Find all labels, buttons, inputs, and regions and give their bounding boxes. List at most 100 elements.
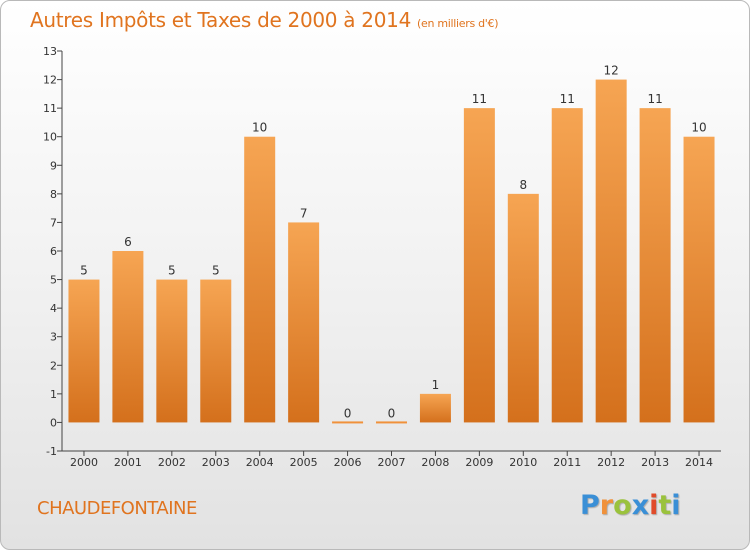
x-tick-label: 2012 <box>597 456 625 469</box>
x-tick-label: 2011 <box>553 456 581 469</box>
bar-2006 <box>332 421 364 424</box>
value-label-2014: 10 <box>691 121 706 135</box>
bar-2011 <box>551 108 583 423</box>
y-tick-label: 13 <box>43 45 57 58</box>
y-tick: 2 <box>50 359 62 372</box>
y-tick: -1 <box>46 445 62 458</box>
y-tick: 5 <box>50 274 62 287</box>
logo-letter: r <box>599 490 614 521</box>
value-label-2012: 12 <box>604 64 619 78</box>
proxiti-logo: Proxiti <box>580 490 681 521</box>
x-tick-label: 2000 <box>70 456 98 469</box>
value-label-2002: 5 <box>168 264 176 278</box>
x-tick-label: 2010 <box>509 456 537 469</box>
x-tick: 2007 <box>378 456 406 469</box>
x-tick-label: 2013 <box>641 456 669 469</box>
bar-2000 <box>68 279 100 423</box>
value-label-2006: 0 <box>344 406 352 420</box>
x-tick: 2012 <box>597 456 625 469</box>
y-tick-label: 9 <box>50 159 57 172</box>
x-tick: 2000 <box>70 456 98 469</box>
x-tick-label: 2007 <box>378 456 406 469</box>
chart-subtitle: (en milliers d'€) <box>417 17 499 30</box>
value-label-2001: 6 <box>124 235 132 249</box>
y-tick-label: 1 <box>50 388 57 401</box>
logo-letter: i <box>649 490 659 521</box>
y-tick: 7 <box>50 216 62 229</box>
place-name: CHAUDEFONTAINE <box>37 498 197 519</box>
y-tick: 0 <box>50 416 62 429</box>
value-label-2008: 1 <box>432 378 440 392</box>
bar-2008 <box>419 393 451 423</box>
x-tick: 2003 <box>202 456 230 469</box>
x-tick-label: 2014 <box>685 456 713 469</box>
bar-2012 <box>595 79 627 423</box>
bar-2005 <box>288 222 320 423</box>
y-tick-label: 2 <box>50 359 57 372</box>
x-tick: 2014 <box>685 456 713 469</box>
bar-2013 <box>639 108 671 423</box>
chart-title-text: Autres Impôts et Taxes de 2000 à 2014 <box>30 8 411 32</box>
x-tick-label: 2004 <box>246 456 274 469</box>
bar-2001 <box>112 251 144 423</box>
y-tick: 6 <box>50 245 62 258</box>
x-tick: 2006 <box>334 456 362 469</box>
x-tick-label: 2005 <box>290 456 318 469</box>
bar-2003 <box>200 279 232 423</box>
y-tick-label: 8 <box>50 188 57 201</box>
logo-letter: P <box>580 490 600 521</box>
bar-2009 <box>463 108 495 423</box>
bar-2010 <box>507 193 539 423</box>
y-tick-label: 0 <box>50 416 57 429</box>
bar-2004 <box>244 136 276 423</box>
bar-2007 <box>376 421 407 424</box>
y-tick: 12 <box>43 74 62 87</box>
y-tick: 4 <box>50 302 62 315</box>
x-tick: 2010 <box>509 456 537 469</box>
logo-letter: i <box>671 490 681 521</box>
y-tick-label: 11 <box>43 102 57 115</box>
value-label-2000: 5 <box>80 264 88 278</box>
x-tick: 2002 <box>158 456 186 469</box>
y-tick: 3 <box>50 331 62 344</box>
y-tick-label: 3 <box>50 331 57 344</box>
y-tick-label: 10 <box>43 131 57 144</box>
y-tick-label: -1 <box>46 445 57 458</box>
value-label-2010: 8 <box>519 178 527 192</box>
logo-letter: x <box>631 490 650 521</box>
y-tick-label: 4 <box>50 302 57 315</box>
x-tick: 2008 <box>421 456 449 469</box>
logo-letter: t <box>658 490 672 521</box>
x-tick-label: 2001 <box>114 456 142 469</box>
x-tick-label: 2008 <box>421 456 449 469</box>
bar-2014 <box>683 136 715 423</box>
value-label-2011: 11 <box>560 92 575 106</box>
y-tick: 9 <box>50 159 62 172</box>
value-label-2013: 11 <box>647 92 662 106</box>
x-tick: 2009 <box>465 456 493 469</box>
x-tick: 2001 <box>114 456 142 469</box>
y-tick: 1 <box>50 388 62 401</box>
y-tick-label: 7 <box>50 216 57 229</box>
y-tick: 13 <box>43 45 62 58</box>
value-label-2004: 10 <box>252 121 267 135</box>
y-tick: 11 <box>43 102 62 115</box>
chart-title: Autres Impôts et Taxes de 2000 à 2014 (en… <box>30 8 498 32</box>
y-tick: 10 <box>43 131 62 144</box>
y-tick-label: 6 <box>50 245 57 258</box>
value-label-2007: 0 <box>388 406 396 420</box>
x-tick: 2005 <box>290 456 318 469</box>
bars <box>68 79 715 424</box>
value-label-2003: 5 <box>212 264 220 278</box>
x-tick: 2013 <box>641 456 669 469</box>
x-tick: 2011 <box>553 456 581 469</box>
x-tick-label: 2002 <box>158 456 186 469</box>
y-tick-label: 5 <box>50 274 57 287</box>
value-label-2009: 11 <box>472 92 487 106</box>
y-tick-label: 12 <box>43 74 57 87</box>
x-tick: 2004 <box>246 456 274 469</box>
